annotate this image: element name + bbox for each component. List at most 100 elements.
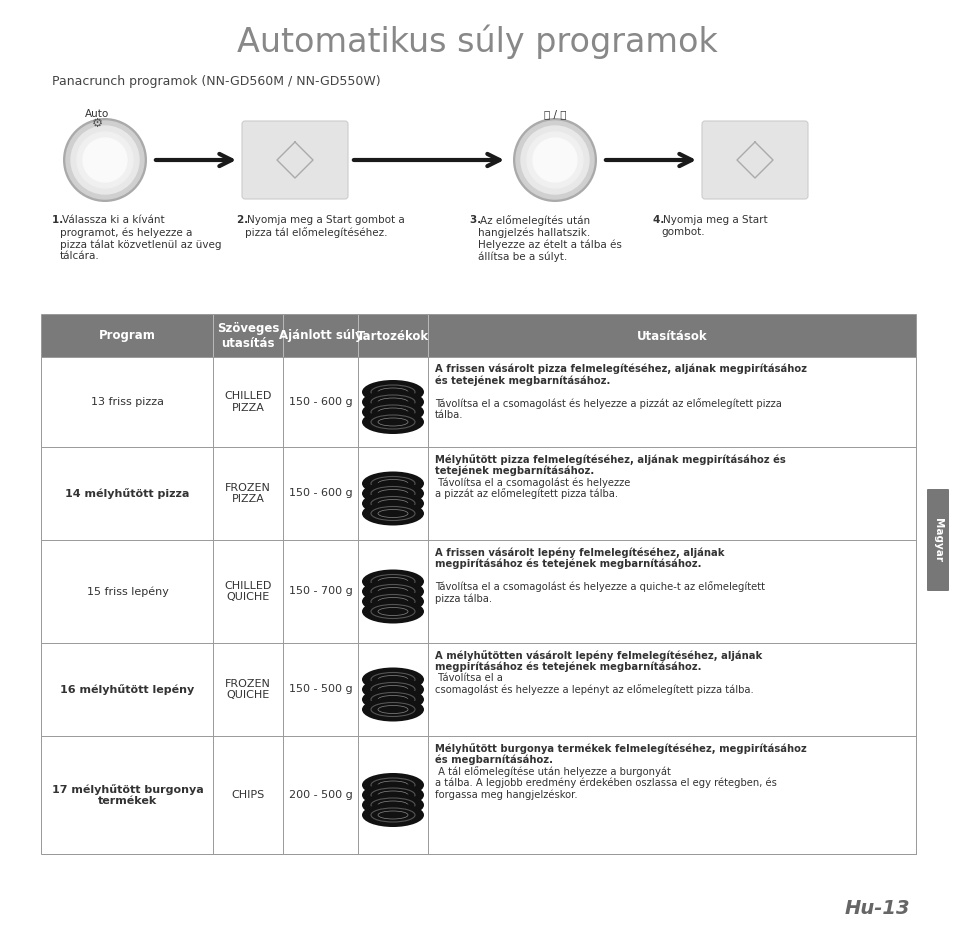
Ellipse shape: [361, 773, 423, 797]
Text: megpirításához és tetejének megbarnításához.: megpirításához és tetejének megbarnításá…: [435, 662, 700, 672]
Text: tálcára.: tálcára.: [60, 251, 100, 261]
Text: Ajánlott súly: Ajánlott súly: [278, 330, 362, 342]
Text: FROZEN
QUICHE: FROZEN QUICHE: [225, 678, 271, 700]
Circle shape: [77, 132, 132, 188]
Text: Válassza ki a kívánt: Válassza ki a kívánt: [62, 215, 165, 225]
Text: pizza tálat közvetlenül az üveg: pizza tálat közvetlenül az üveg: [60, 239, 221, 250]
Text: Utasítások: Utasítások: [636, 330, 706, 342]
Text: Hu-13: Hu-13: [843, 898, 909, 917]
Ellipse shape: [361, 472, 423, 496]
Text: megpirításához és tetejének megbarnításához.: megpirításához és tetejének megbarnításá…: [435, 558, 700, 569]
Text: A tál előmelegítése után helyezze a burgonyát: A tál előmelegítése után helyezze a burg…: [435, 766, 670, 777]
Text: tetejének megbarnításához.: tetejének megbarnításához.: [435, 465, 594, 476]
Ellipse shape: [361, 667, 423, 692]
Text: CHIPS: CHIPS: [232, 790, 264, 800]
Ellipse shape: [361, 501, 423, 526]
Text: CHILLED
PIZZA: CHILLED PIZZA: [224, 391, 272, 413]
Text: pizza tálba.: pizza tálba.: [435, 593, 492, 604]
Text: a tálba. A legjobb eredmény érdekében oszlassa el egy rétegben, és: a tálba. A legjobb eredmény érdekében os…: [435, 777, 776, 788]
Bar: [42, 447, 915, 540]
Text: Távolítsa el a csomagolást és helyezze a pizzát az előmelegített pizza: Távolítsa el a csomagolást és helyezze a…: [435, 399, 781, 409]
Text: Magyar: Magyar: [932, 518, 942, 562]
Ellipse shape: [361, 803, 423, 827]
Text: 150 - 600 g: 150 - 600 g: [289, 488, 352, 499]
Text: 16 mélyhűtött lepény: 16 mélyhűtött lepény: [60, 684, 194, 695]
Text: 150 - 600 g: 150 - 600 g: [289, 397, 352, 407]
Text: gombot.: gombot.: [660, 227, 704, 237]
Text: Mélyhűtött burgonya termékek felmelegítéséhez, megpirításához: Mélyhűtött burgonya termékek felmelegíté…: [435, 743, 806, 754]
Text: Auto: Auto: [85, 109, 109, 119]
Text: Panacrunch programok (NN-GD560M / NN-GD550W): Panacrunch programok (NN-GD560M / NN-GD5…: [52, 75, 380, 89]
Ellipse shape: [361, 580, 423, 604]
Text: Mélyhűtött pizza felmelegítéséhez, aljának megpirításához és: Mélyhűtött pizza felmelegítéséhez, alján…: [435, 454, 785, 465]
Text: 13 friss pizza: 13 friss pizza: [91, 397, 164, 407]
Text: CHILLED
QUICHE: CHILLED QUICHE: [224, 581, 272, 602]
Ellipse shape: [361, 482, 423, 505]
Text: ⚙: ⚙: [91, 116, 103, 130]
Bar: [42, 643, 915, 736]
Text: 1.: 1.: [52, 215, 67, 225]
Text: 2.: 2.: [236, 215, 252, 225]
Text: forgassa meg hangjelzéskor.: forgassa meg hangjelzéskor.: [435, 789, 577, 800]
Text: hangjelzés hallatszik.: hangjelzés hallatszik.: [477, 227, 590, 238]
Bar: [42, 315, 915, 357]
Text: A frissen vásárolt pizza felmelegítéséhez, aljának megpirításához: A frissen vásárolt pizza felmelegítéséhe…: [435, 364, 806, 375]
Text: csomagolást és helyezze a lepényt az előmelegített pizza tálba.: csomagolást és helyezze a lepényt az elő…: [435, 684, 753, 695]
Ellipse shape: [361, 569, 423, 594]
Circle shape: [63, 118, 147, 202]
Text: 150 - 700 g: 150 - 700 g: [289, 586, 352, 596]
Text: programot, és helyezze a: programot, és helyezze a: [60, 227, 193, 238]
Circle shape: [66, 121, 144, 199]
Ellipse shape: [361, 688, 423, 711]
Text: FROZEN
PIZZA: FROZEN PIZZA: [225, 483, 271, 504]
Ellipse shape: [361, 793, 423, 817]
Bar: [42, 540, 915, 643]
Ellipse shape: [361, 783, 423, 807]
Text: 150 - 500 g: 150 - 500 g: [289, 684, 352, 694]
Text: 15 friss lepény: 15 friss lepény: [87, 586, 169, 596]
Text: 3.: 3.: [470, 215, 484, 225]
Text: Program: Program: [99, 330, 155, 342]
Circle shape: [516, 121, 594, 199]
Circle shape: [71, 126, 139, 194]
Text: ⌛ / 🔔: ⌛ / 🔔: [543, 109, 566, 119]
Ellipse shape: [361, 410, 423, 434]
Ellipse shape: [361, 678, 423, 702]
Ellipse shape: [361, 697, 423, 721]
Text: és megbarnításához.: és megbarnításához.: [435, 755, 553, 765]
Circle shape: [533, 138, 577, 182]
Text: A mélyhűtötten vásárolt lepény felmelegítéséhez, aljának: A mélyhűtötten vásárolt lepény felmelegí…: [435, 650, 761, 661]
Text: 4.: 4.: [652, 215, 667, 225]
Ellipse shape: [361, 590, 423, 613]
Text: Automatikus súly programok: Automatikus súly programok: [236, 25, 717, 60]
Text: 14 mélyhűtött pizza: 14 mélyhűtött pizza: [65, 488, 190, 499]
Circle shape: [513, 118, 597, 202]
Text: Távolítsa el a csomagolást és helyezze: Távolítsa el a csomagolást és helyezze: [435, 477, 630, 487]
FancyBboxPatch shape: [242, 121, 348, 199]
Ellipse shape: [361, 400, 423, 424]
Text: pizza tál előmelegítéséhez.: pizza tál előmelegítéséhez.: [245, 227, 387, 238]
Text: 17 mélyhűtött burgonya
termékek: 17 mélyhűtött burgonya termékek: [51, 784, 203, 806]
Text: tálba.: tálba.: [435, 410, 463, 420]
Circle shape: [520, 126, 588, 194]
Bar: [42, 736, 915, 854]
FancyBboxPatch shape: [926, 489, 948, 591]
Text: a pizzát az előmelegített pizza tálba.: a pizzát az előmelegített pizza tálba.: [435, 488, 618, 500]
FancyBboxPatch shape: [701, 121, 807, 199]
Circle shape: [83, 138, 127, 182]
Text: Távolítsa el a: Távolítsa el a: [435, 673, 502, 683]
Text: Szöveges
utasítás: Szöveges utasítás: [216, 322, 279, 350]
Ellipse shape: [361, 599, 423, 624]
Text: Helyezze az ételt a tálba és: Helyezze az ételt a tálba és: [477, 239, 621, 250]
Text: A frissen vásárolt lepény felmelegítéséhez, aljának: A frissen vásárolt lepény felmelegítéséh…: [435, 547, 723, 557]
Circle shape: [526, 132, 582, 188]
Bar: [42, 357, 915, 447]
Text: Tartozékok: Tartozékok: [356, 330, 429, 342]
Ellipse shape: [361, 390, 423, 414]
Text: és tetejének megbarnításához.: és tetejének megbarnításához.: [435, 376, 610, 386]
Text: Nyomja meg a Start gombot a: Nyomja meg a Start gombot a: [247, 215, 404, 225]
Text: Távolítsa el a csomagolást és helyezze a quiche-t az előmelegített: Távolítsa el a csomagolást és helyezze a…: [435, 582, 764, 593]
Text: Nyomja meg a Start: Nyomja meg a Start: [662, 215, 767, 225]
Text: állítsa be a súlyt.: állítsa be a súlyt.: [477, 251, 567, 262]
Ellipse shape: [361, 491, 423, 515]
